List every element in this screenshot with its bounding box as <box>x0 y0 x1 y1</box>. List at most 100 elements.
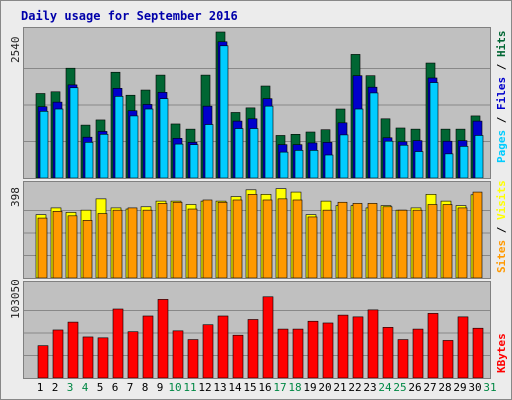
bar-sites-day-6 <box>112 209 123 278</box>
bar-kbytes-day-17 <box>277 328 289 378</box>
x-tick-label-day-23: 23 <box>363 381 377 394</box>
x-tick-label-day-31: 31 <box>483 381 497 394</box>
bar-sites-day-12 <box>202 199 213 278</box>
kbytes-legend: KBytes <box>495 333 508 373</box>
legend-part-1: / <box>495 220 508 240</box>
bar-pages-day-29 <box>459 146 469 178</box>
x-tick-label-day-18: 18 <box>288 381 302 394</box>
bar-kbytes-day-10 <box>172 330 184 378</box>
legend-part-0: Sites <box>495 239 508 273</box>
kbytes-plot <box>24 296 490 378</box>
bar-kbytes-day-2 <box>52 329 64 378</box>
legend-part-4: Hits <box>495 30 508 58</box>
bar-pages-day-14 <box>234 128 244 178</box>
x-tick-label-day-16: 16 <box>258 381 272 394</box>
bar-pages-day-1 <box>39 111 49 178</box>
bar-kbytes-day-23 <box>367 309 379 378</box>
x-tick-label-day-26: 26 <box>408 381 422 394</box>
x-tick-label-day-14: 14 <box>228 381 242 394</box>
x-tick-label-day-12: 12 <box>198 381 212 394</box>
bar-pages-day-26 <box>414 151 424 178</box>
bar-pages-day-18 <box>294 150 304 178</box>
bar-sites-day-24 <box>382 206 393 278</box>
bar-pages-day-27 <box>429 82 439 178</box>
legend-part-2: Visits <box>495 180 508 220</box>
bar-sites-day-18 <box>292 199 303 278</box>
bar-sites-day-4 <box>82 220 93 278</box>
x-tick-label-day-21: 21 <box>333 381 347 394</box>
bar-pages-day-23 <box>369 92 379 178</box>
bar-kbytes-day-5 <box>97 337 109 378</box>
bar-pages-day-7 <box>129 115 139 178</box>
legend-part-1: / <box>495 110 508 130</box>
kbytes-axis-max-label: 103050 <box>9 279 22 319</box>
bar-pages-day-2 <box>54 108 64 178</box>
bar-kbytes-day-6 <box>112 308 124 378</box>
bar-sites-day-23 <box>367 203 378 278</box>
visits-sites-panel <box>23 181 491 279</box>
bar-kbytes-day-11 <box>187 339 199 378</box>
x-tick-label-day-20: 20 <box>318 381 332 394</box>
bar-kbytes-day-13 <box>217 315 229 378</box>
bar-sites-day-7 <box>127 207 138 278</box>
bar-pages-day-6 <box>114 96 124 178</box>
bar-pages-day-12 <box>204 124 214 178</box>
x-tick-label-day-3: 3 <box>66 381 74 394</box>
x-tick-label-day-8: 8 <box>141 381 149 394</box>
bar-sites-day-22 <box>352 203 363 278</box>
bar-kbytes-day-25 <box>397 339 409 378</box>
x-tick-label-day-11: 11 <box>183 381 197 394</box>
x-tick-label-day-10: 10 <box>168 381 182 394</box>
bar-kbytes-day-15 <box>247 319 259 378</box>
x-tick-label-day-27: 27 <box>423 381 437 394</box>
x-tick-label-day-7: 7 <box>126 381 134 394</box>
x-axis-day-labels: 1 2 3 4 5 6 7 8 9 10 11 12 13 14 15 16 17 18 19 20 21 22 23 24 2… <box>1 381 512 397</box>
x-tick-label-day-5: 5 <box>96 381 104 394</box>
bar-pages-day-17 <box>279 151 289 178</box>
bar-kbytes-day-21 <box>337 314 349 378</box>
bar-sites-day-5 <box>97 213 108 278</box>
x-tick-label-day-28: 28 <box>438 381 452 394</box>
x-tick-label-day-17: 17 <box>273 381 287 394</box>
bar-kbytes-day-24 <box>382 327 394 378</box>
bar-pages-day-10 <box>174 143 184 178</box>
bar-sites-day-19 <box>307 216 318 278</box>
x-tick-label-day-29: 29 <box>453 381 467 394</box>
x-tick-label-day-9: 9 <box>156 381 164 394</box>
x-tick-label-day-24: 24 <box>378 381 392 394</box>
bar-kbytes-day-22 <box>352 316 364 378</box>
hits-files-pages-plot <box>24 31 490 178</box>
bar-pages-day-8 <box>144 108 154 178</box>
bar-sites-day-29 <box>457 207 468 278</box>
bar-sites-day-10 <box>172 201 183 278</box>
bar-kbytes-day-27 <box>427 313 439 378</box>
kbytes-panel <box>23 281 491 379</box>
bar-pages-day-13 <box>219 45 229 178</box>
bar-pages-day-25 <box>399 144 409 178</box>
x-tick-label-day-6: 6 <box>111 381 119 394</box>
bar-kbytes-day-14 <box>232 334 244 378</box>
bar-pages-day-9 <box>159 98 169 178</box>
bar-kbytes-day-28 <box>442 340 454 378</box>
bar-sites-day-13 <box>217 201 228 278</box>
legend-part-0: Pages <box>495 129 508 163</box>
x-tick-label-day-4: 4 <box>81 381 89 394</box>
legend-part-3: / <box>495 57 508 77</box>
bar-pages-day-15 <box>249 128 259 178</box>
bar-sites-day-17 <box>277 198 288 278</box>
bar-kbytes-day-4 <box>82 336 94 378</box>
bar-kbytes-day-26 <box>412 328 424 378</box>
bar-kbytes-day-18 <box>292 328 304 378</box>
bar-pages-day-24 <box>384 140 394 178</box>
bar-kbytes-day-16 <box>262 296 274 378</box>
bar-sites-day-1 <box>37 217 48 278</box>
bar-kbytes-day-7 <box>127 331 139 378</box>
bar-sites-day-16 <box>262 199 273 278</box>
hits-files-pages-legend: Pages / Files / Hits <box>495 31 508 164</box>
bar-sites-day-2 <box>52 210 63 278</box>
bar-sites-day-26 <box>412 209 423 278</box>
x-tick-label-day-22: 22 <box>348 381 362 394</box>
bar-kbytes-day-30 <box>472 327 484 378</box>
bar-sites-day-30 <box>472 191 483 278</box>
